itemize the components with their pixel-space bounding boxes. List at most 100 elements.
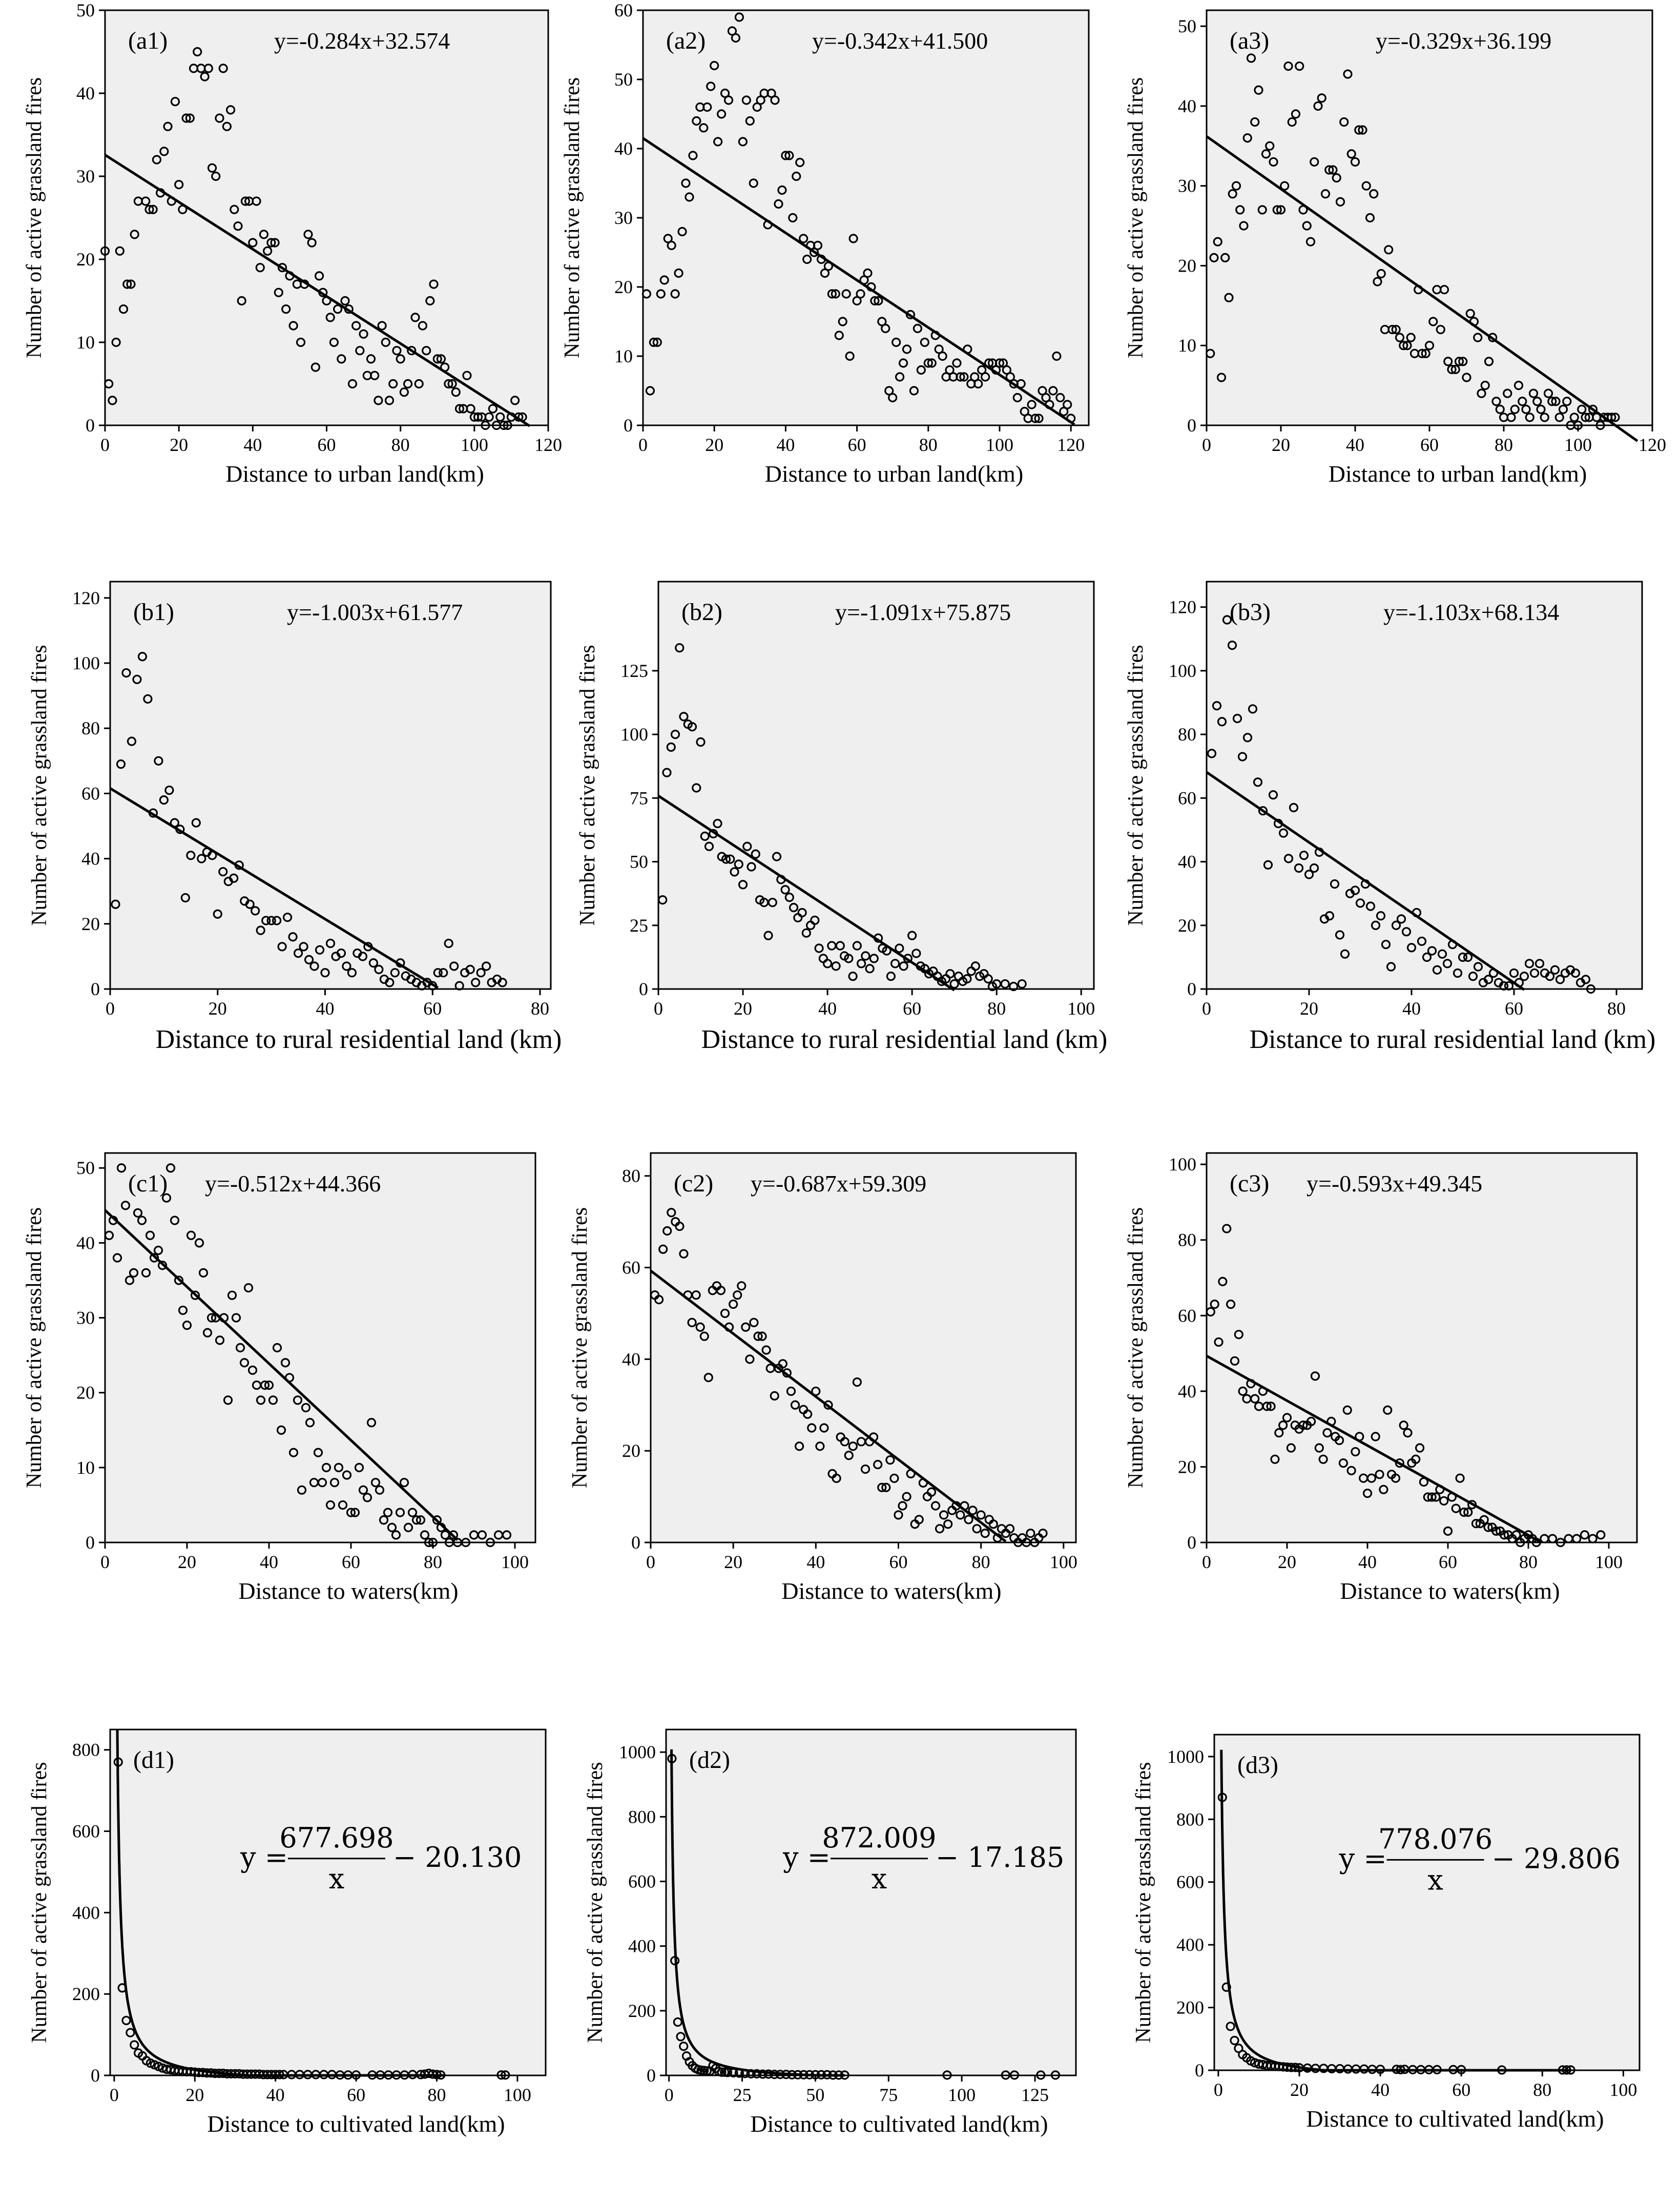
- data-point: [145, 1230, 155, 1240]
- data-point: [983, 974, 993, 984]
- data-point: [396, 354, 405, 364]
- regression-equation: y=-0.512x+44.366: [205, 1170, 381, 1197]
- data-point: [752, 2069, 762, 2078]
- x-tick-label: 80: [1519, 1552, 1538, 1572]
- data-point: [861, 951, 870, 961]
- data-point: [1228, 189, 1237, 199]
- data-point: [259, 230, 269, 239]
- data-point: [704, 841, 714, 851]
- data-point: [347, 968, 357, 978]
- data-point: [1447, 1492, 1457, 1502]
- data-point: [1570, 968, 1581, 978]
- data-point: [148, 808, 158, 818]
- equation-lhs: y =: [1339, 1842, 1387, 1875]
- data-point: [315, 945, 325, 955]
- data-point: [1528, 388, 1539, 398]
- data-point: [731, 33, 741, 43]
- data-point: [129, 1268, 139, 1278]
- data-point: [325, 1500, 336, 1510]
- data-point: [799, 2070, 808, 2080]
- data-point: [977, 365, 987, 375]
- data-point: [1369, 189, 1379, 199]
- data-point: [1581, 413, 1590, 422]
- y-tick-label: 1000: [1167, 1746, 1204, 1767]
- data-point: [768, 897, 777, 908]
- data-point: [1473, 962, 1483, 972]
- data-point: [1002, 365, 1012, 375]
- data-point: [692, 783, 701, 793]
- y-tick-label: 10: [76, 332, 95, 353]
- data-point: [432, 354, 442, 364]
- y-tick-label: 800: [1176, 1809, 1204, 1829]
- data-point: [1278, 1420, 1288, 1430]
- plot-area: [657, 581, 1095, 990]
- data-point: [945, 365, 955, 375]
- y-axis-label: Number of active grassland fires: [1124, 77, 1148, 358]
- data-point: [1005, 372, 1015, 382]
- x-tick-label: 0: [1202, 998, 1211, 1019]
- data-point: [355, 346, 365, 356]
- x-tick-label: 40: [1358, 1552, 1377, 1572]
- data-point: [149, 1253, 159, 1263]
- data-point: [663, 234, 673, 243]
- equation-lhs: y =: [782, 1841, 831, 1873]
- data-point: [1286, 1443, 1296, 1453]
- data-point: [1346, 1466, 1356, 1475]
- data-point: [738, 137, 748, 147]
- data-point: [1401, 927, 1412, 937]
- data-point: [795, 157, 805, 168]
- data-point: [1038, 1529, 1048, 1538]
- data-point: [429, 279, 439, 289]
- data-point: [1313, 101, 1323, 111]
- data-point: [725, 854, 735, 864]
- data-point: [1483, 975, 1494, 984]
- y-tick-label: 50: [76, 0, 95, 20]
- data-point: [1045, 400, 1054, 409]
- data-point: [366, 354, 376, 364]
- data-point: [1214, 1337, 1223, 1347]
- x-tick-label: 100: [461, 435, 488, 455]
- data-point: [1009, 981, 1019, 992]
- data-point: [670, 289, 680, 299]
- data-point: [126, 279, 136, 289]
- data-point: [695, 1322, 705, 1332]
- data-point: [1431, 1492, 1441, 1502]
- data-point: [716, 1286, 726, 1295]
- data-point: [962, 974, 972, 984]
- data-point: [416, 1515, 426, 1525]
- data-point: [1519, 972, 1529, 981]
- data-point: [894, 1510, 903, 1520]
- data-point: [133, 1208, 143, 1218]
- data-point: [737, 1281, 746, 1291]
- data-point: [1027, 400, 1036, 409]
- x-tick-label: 80: [531, 998, 549, 1019]
- data-point: [218, 867, 228, 877]
- data-point: [432, 1515, 442, 1525]
- y-tick-label: 0: [1187, 979, 1196, 999]
- data-point: [1317, 93, 1326, 103]
- data-point: [121, 668, 131, 678]
- data-point: [403, 379, 413, 389]
- data-point: [174, 180, 184, 190]
- x-tick-label: 60: [423, 998, 442, 1019]
- data-point: [329, 337, 339, 347]
- data-point: [1531, 1537, 1541, 1548]
- plot-area: [104, 1152, 536, 1543]
- data-point: [1335, 197, 1345, 207]
- data-point: [1221, 1982, 1231, 1992]
- data-point: [277, 942, 287, 952]
- x-tick-label: 40: [818, 998, 837, 1019]
- data-point: [1391, 324, 1401, 335]
- y-tick-label: 80: [1178, 724, 1196, 745]
- data-point: [1362, 1488, 1373, 1498]
- data-point: [1555, 975, 1565, 984]
- data-point: [340, 296, 350, 306]
- data-point: [359, 329, 368, 339]
- data-point: [899, 961, 908, 971]
- data-point: [215, 113, 224, 123]
- plot-area: [109, 581, 552, 990]
- data-point: [1262, 1402, 1272, 1411]
- data-point: [351, 2070, 361, 2080]
- y-axis-label: Number of active grassland fires: [1124, 645, 1148, 925]
- y-tick-label: 120: [1169, 597, 1196, 617]
